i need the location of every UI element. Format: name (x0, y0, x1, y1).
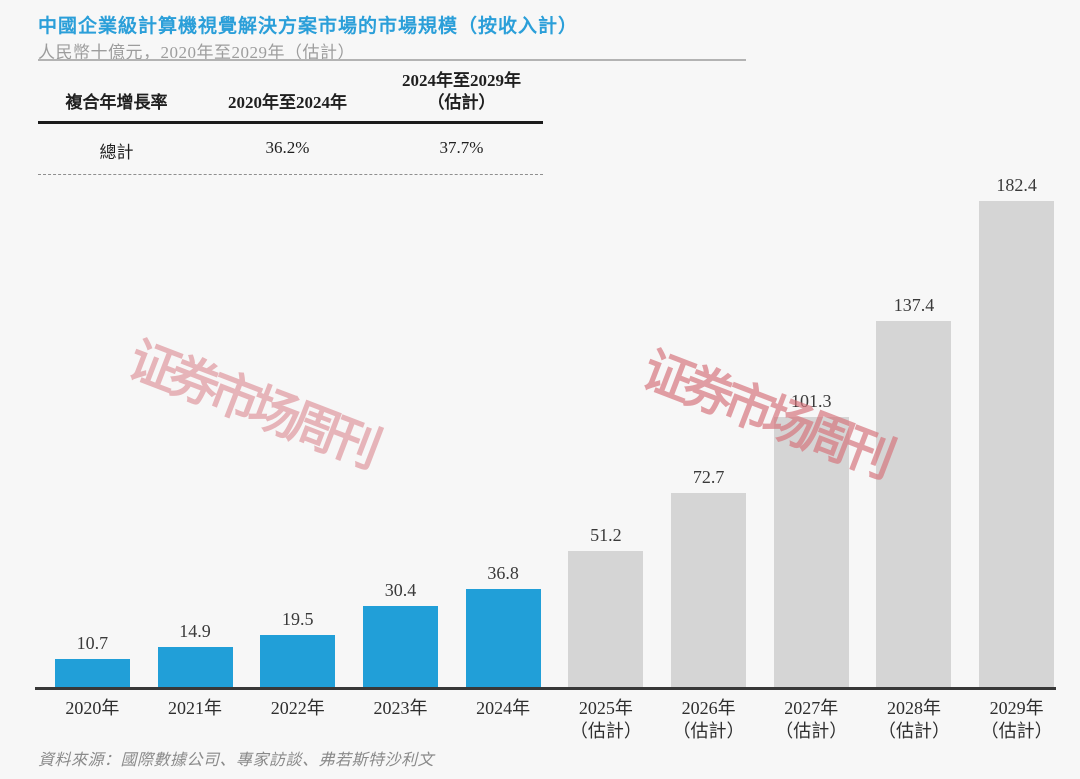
cagr-table-header-row: 複合年增長率 2020年至2024年 2024年至2029年 （估計） (38, 64, 543, 124)
bar-slot: 137.4 (863, 170, 966, 687)
bar-value-label: 10.7 (76, 632, 109, 653)
cagr-total-label: 總計 (99, 143, 134, 162)
bar-value-label: 72.7 (692, 467, 725, 488)
bar-estimate-2025年（估計） (568, 550, 644, 687)
x-tick-label: 2028年 （估計） (877, 698, 950, 741)
bar-chart-plot: 10.7 14.9 19.5 30.4 36.8 51.2 72.7 101.3 137.4 18… (41, 170, 1068, 687)
cagr-header-2020-2024: 2020年至2024年 (228, 93, 347, 112)
subtitle-divider (38, 59, 746, 61)
x-tick-label: 2024年 (476, 698, 531, 718)
bar-value-label: 30.4 (384, 580, 417, 600)
bar-slot: 14.9 (144, 170, 247, 687)
bar-actual-2024年 (465, 588, 541, 687)
x-tick-label: 2020年 (65, 698, 120, 718)
x-tick-label: 2022年 (270, 698, 325, 718)
x-tick-label: 2021年 (168, 698, 223, 718)
bar-actual-2021年 (157, 647, 233, 687)
bar-value-label: 101.3 (791, 391, 832, 412)
bar-slot: 10.7 (41, 170, 144, 687)
bar-slot: 72.7 (657, 170, 760, 687)
bar-estimate-2027年（估計） (773, 417, 849, 687)
x-tick-label: 2027年 （估計） (775, 698, 848, 741)
source-note: 資料來源：國際數據公司、專家訪談、弗若斯特沙利文 (38, 752, 435, 769)
bar-estimate-2026年（估計） (671, 493, 747, 687)
cagr-table: 複合年增長率 2020年至2024年 2024年至2029年 （估計） 總計 3… (38, 64, 543, 175)
cagr-value-2020-2024: 36.2% (265, 138, 310, 157)
x-tick-label: 2023年 (373, 698, 428, 718)
bar-slot: 19.5 (246, 170, 349, 687)
cagr-header-2024-2029-line2: （估計） (427, 93, 496, 112)
bar-slot: 182.4 (965, 170, 1068, 687)
cagr-value-2024-2029: 37.7% (439, 138, 484, 157)
cagr-header-metric: 複合年增長率 (65, 93, 168, 112)
bar-slot: 30.4 (349, 170, 452, 687)
chart-title: 中國企業級計算機視覺解決方案市場的市場規模（按收入計） (38, 16, 579, 37)
bar-slot: 36.8 (452, 170, 555, 687)
bar-value-label: 51.2 (590, 524, 622, 545)
bar-value-label: 182.4 (996, 175, 1037, 195)
x-axis-line (35, 687, 1056, 690)
x-tick-label: 2025年 （估計） (569, 698, 642, 741)
bar-slot: 51.2 (555, 170, 658, 687)
bar-value-label: 19.5 (282, 609, 314, 630)
bar-value-label: 36.8 (487, 562, 519, 583)
bar-estimate-2029年（估計） (979, 201, 1055, 687)
cagr-header-2024-2029-line1: 2024年至2029年 (402, 71, 521, 90)
bar-value-label: 14.9 (179, 621, 211, 642)
bar-actual-2020年 (54, 658, 130, 687)
x-tick-label: 2026年 （估計） (672, 698, 745, 741)
bar-estimate-2028年（估計） (876, 320, 952, 687)
x-tick-label: 2029年 （估計） (980, 698, 1053, 741)
x-axis-labels: 2020年 2021年 2022年 2023年 2024年 2025年 （估計） 2026年（… (41, 697, 1068, 743)
cagr-table-total-row: 總計 36.2% 37.7% (38, 124, 543, 175)
cagr-header-2024-2029: 2024年至2029年 （估計） (380, 70, 543, 114)
bar-value-label: 137.4 (893, 294, 935, 315)
bar-actual-2022年 (260, 635, 336, 687)
chart-subtitle: 人民幣十億元，2020年至2029年（估計） (38, 43, 355, 62)
bar-actual-2023年 (362, 606, 438, 687)
bar-slot: 101.3 (760, 170, 863, 687)
